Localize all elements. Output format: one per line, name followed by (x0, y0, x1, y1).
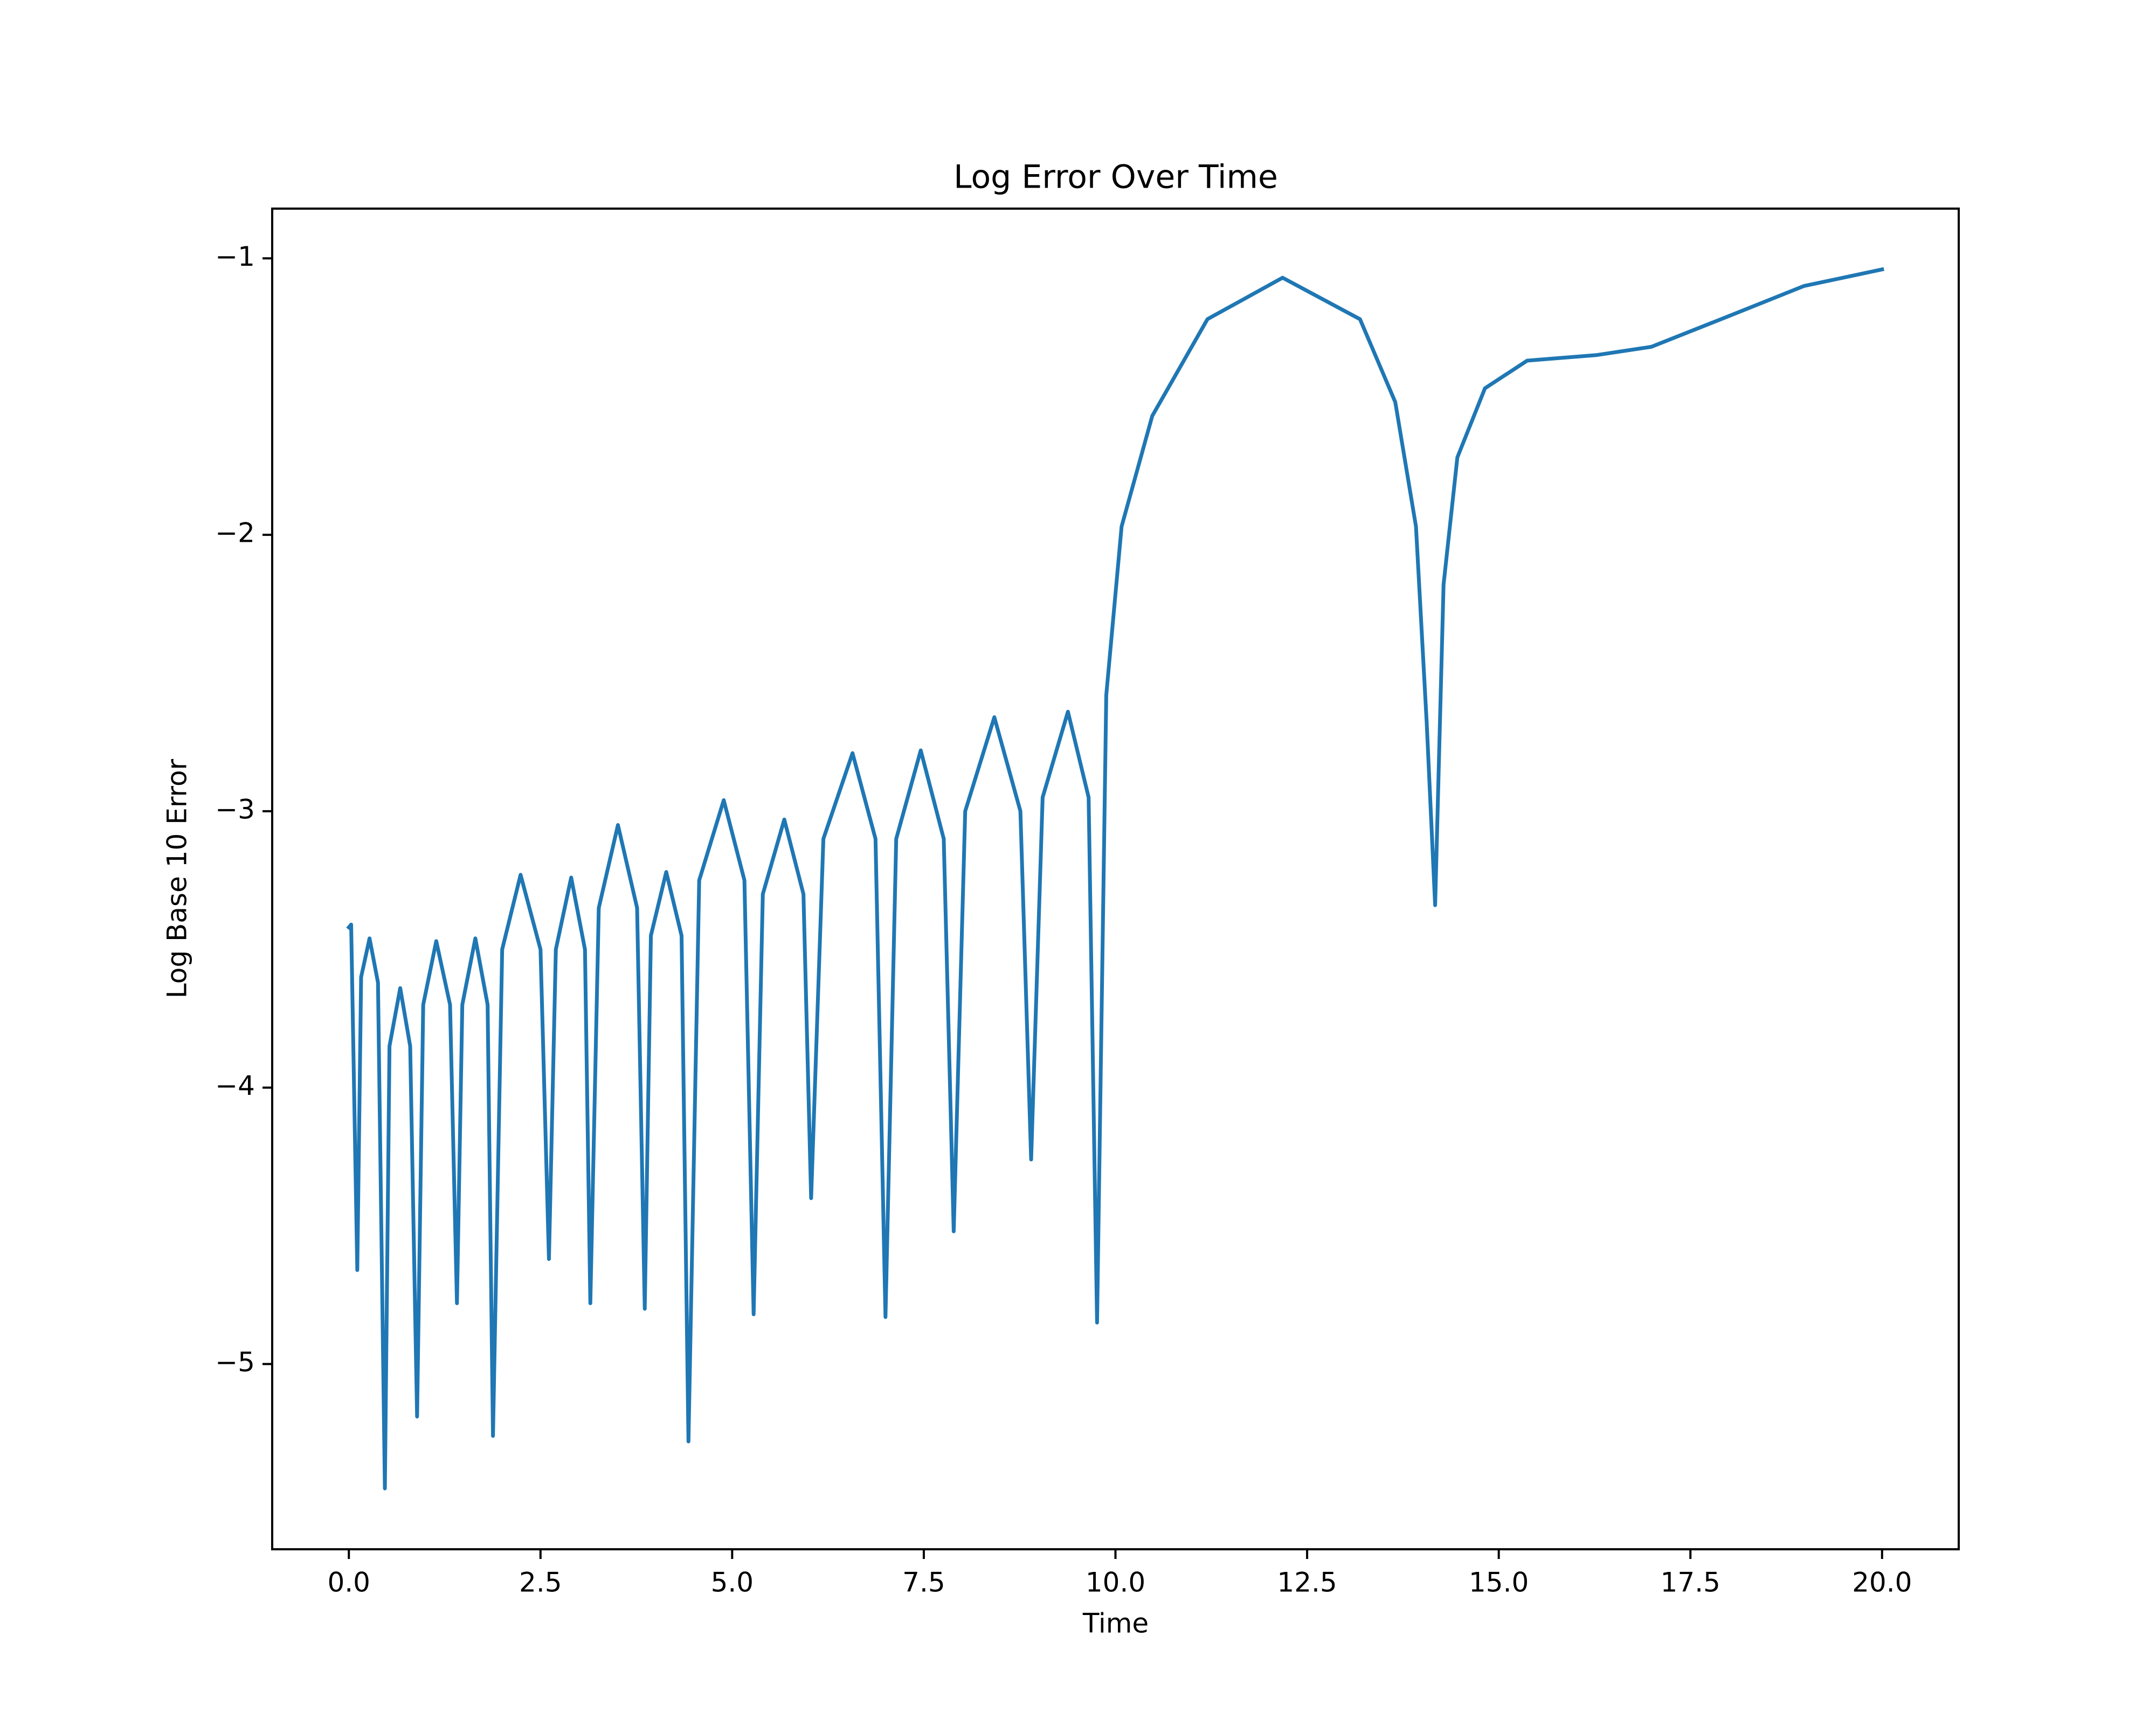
plot-frame (271, 208, 1960, 1550)
x-tick-label: 12.5 (1277, 1567, 1337, 1598)
x-tick-label: 5.0 (711, 1567, 754, 1598)
x-tick-label: 17.5 (1661, 1567, 1720, 1598)
x-tick-label: 10.0 (1086, 1567, 1145, 1598)
y-tick-label: −3 (215, 794, 255, 825)
y-tick-label: −5 (215, 1347, 255, 1378)
y-tick-label: −2 (215, 518, 255, 549)
line-series (346, 267, 1884, 1491)
x-axis-label: Time (1082, 1608, 1149, 1639)
y-tick-label: −1 (215, 241, 255, 272)
y-axis-label: Log Base 10 Error (162, 758, 193, 998)
x-tick-label: 2.5 (519, 1567, 562, 1598)
x-tick-label: 20.0 (1852, 1567, 1912, 1598)
x-tick-label: 0.0 (327, 1567, 370, 1598)
x-tick-label: 7.5 (902, 1567, 945, 1598)
x-tick-label: 15.0 (1469, 1567, 1529, 1598)
chart-title: Log Error Over Time (953, 158, 1278, 196)
y-tick-label: −4 (215, 1070, 255, 1101)
